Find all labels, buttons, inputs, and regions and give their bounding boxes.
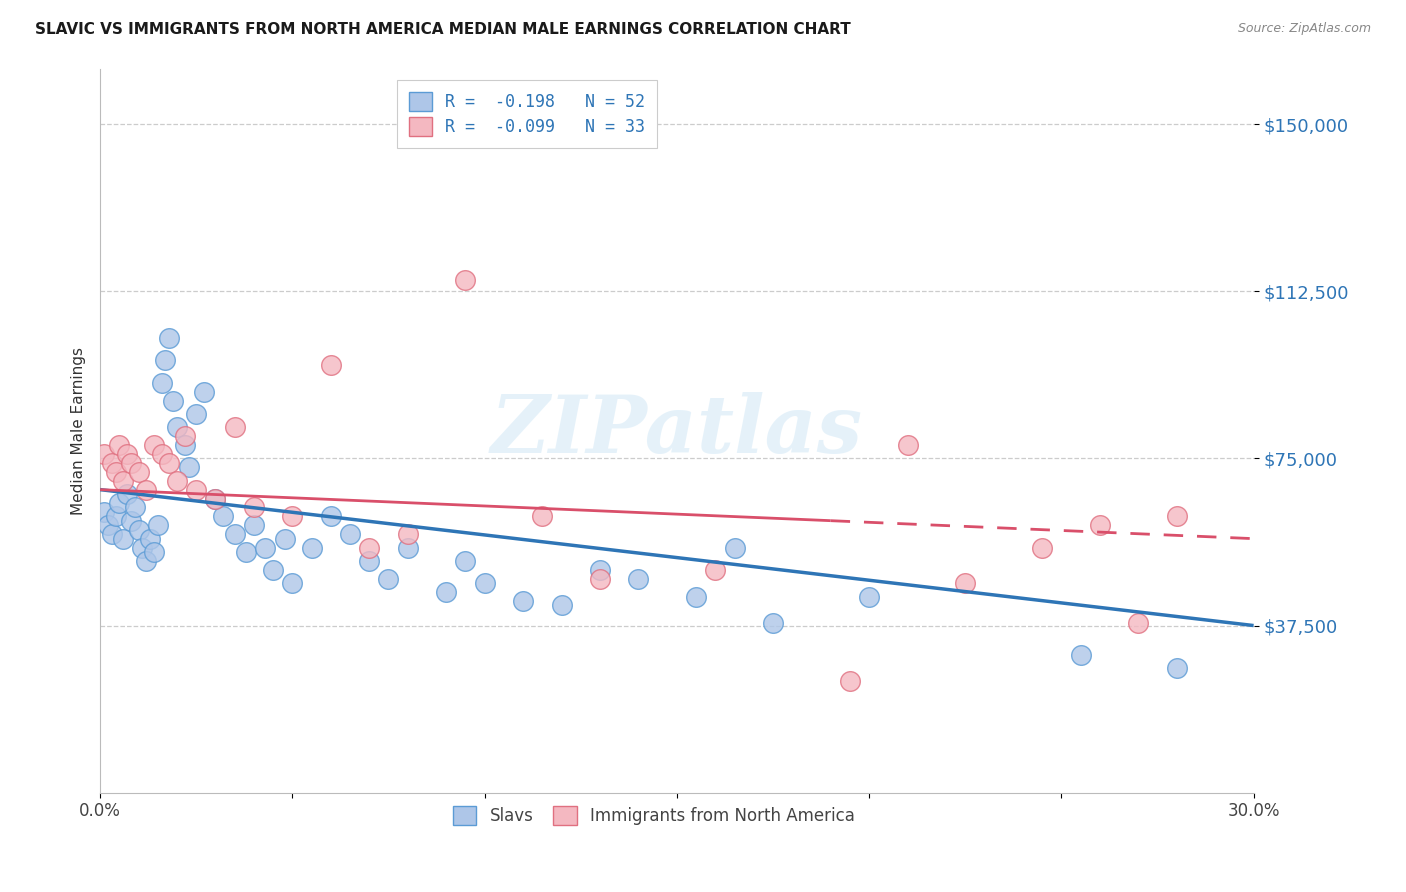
- Point: [150, 376, 173, 390]
- Point: [146, 518, 169, 533]
- Point: [104, 465, 127, 479]
- Point: [166, 474, 188, 488]
- Y-axis label: Median Male Earnings: Median Male Earnings: [72, 347, 86, 515]
- Point: [301, 541, 323, 555]
- Point: [155, 353, 177, 368]
- Point: [685, 590, 707, 604]
- Point: [224, 527, 246, 541]
- Point: [531, 509, 554, 524]
- Point: [112, 532, 135, 546]
- Point: [186, 483, 208, 497]
- Point: [627, 572, 650, 586]
- Point: [100, 527, 122, 541]
- Point: [131, 541, 153, 555]
- Point: [243, 500, 266, 515]
- Text: SLAVIC VS IMMIGRANTS FROM NORTH AMERICA MEDIAN MALE EARNINGS CORRELATION CHART: SLAVIC VS IMMIGRANTS FROM NORTH AMERICA …: [35, 22, 851, 37]
- Point: [177, 460, 200, 475]
- Point: [723, 541, 745, 555]
- Point: [115, 447, 138, 461]
- Point: [454, 554, 477, 568]
- Point: [235, 545, 257, 559]
- Point: [120, 456, 142, 470]
- Point: [281, 576, 304, 591]
- Point: [128, 523, 150, 537]
- Point: [589, 563, 612, 577]
- Point: [339, 527, 361, 541]
- Point: [204, 491, 226, 506]
- Point: [139, 532, 162, 546]
- Point: [550, 599, 572, 613]
- Point: [143, 545, 166, 559]
- Point: [454, 273, 477, 287]
- Point: [434, 585, 457, 599]
- Point: [212, 509, 235, 524]
- Point: [157, 331, 180, 345]
- Point: [858, 590, 880, 604]
- Point: [173, 429, 195, 443]
- Point: [281, 509, 304, 524]
- Point: [135, 554, 157, 568]
- Point: [108, 438, 131, 452]
- Point: [173, 438, 195, 452]
- Legend: Slavs, Immigrants from North America: Slavs, Immigrants from North America: [443, 796, 865, 835]
- Point: [162, 393, 184, 408]
- Point: [262, 563, 284, 577]
- Point: [135, 483, 157, 497]
- Text: Source: ZipAtlas.com: Source: ZipAtlas.com: [1237, 22, 1371, 36]
- Point: [1031, 541, 1053, 555]
- Point: [100, 456, 122, 470]
- Point: [93, 447, 115, 461]
- Point: [166, 420, 188, 434]
- Point: [273, 532, 295, 546]
- Point: [1166, 661, 1188, 675]
- Point: [124, 500, 146, 515]
- Text: ZIPatlas: ZIPatlas: [491, 392, 863, 469]
- Point: [704, 563, 727, 577]
- Point: [193, 384, 215, 399]
- Point: [186, 407, 208, 421]
- Point: [474, 576, 496, 591]
- Point: [512, 594, 534, 608]
- Point: [243, 518, 266, 533]
- Point: [1070, 648, 1092, 662]
- Point: [896, 438, 918, 452]
- Point: [128, 465, 150, 479]
- Point: [1088, 518, 1111, 533]
- Point: [143, 438, 166, 452]
- Point: [97, 518, 120, 533]
- Point: [112, 474, 135, 488]
- Point: [93, 505, 115, 519]
- Point: [319, 509, 342, 524]
- Point: [115, 487, 138, 501]
- Point: [120, 514, 142, 528]
- Point: [319, 358, 342, 372]
- Point: [204, 491, 226, 506]
- Point: [157, 456, 180, 470]
- Point: [589, 572, 612, 586]
- Point: [104, 509, 127, 524]
- Point: [955, 576, 977, 591]
- Point: [359, 554, 381, 568]
- Point: [1128, 616, 1150, 631]
- Point: [108, 496, 131, 510]
- Point: [150, 447, 173, 461]
- Point: [359, 541, 381, 555]
- Point: [396, 541, 419, 555]
- Point: [762, 616, 785, 631]
- Point: [838, 674, 860, 689]
- Point: [377, 572, 399, 586]
- Point: [396, 527, 419, 541]
- Point: [254, 541, 277, 555]
- Point: [1166, 509, 1188, 524]
- Point: [224, 420, 246, 434]
